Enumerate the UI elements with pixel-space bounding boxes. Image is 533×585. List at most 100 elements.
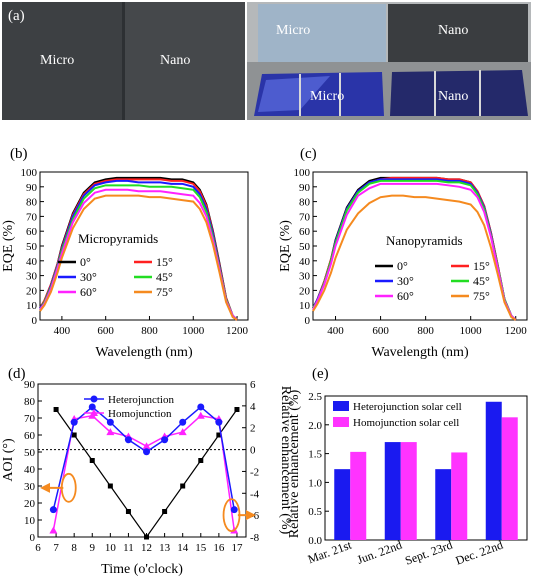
- panel-c-curves: [312, 176, 517, 321]
- d-right-arrowhead: [246, 510, 256, 521]
- d-hetero-point: [49, 506, 57, 514]
- e-ytick-label: 2.0: [308, 420, 322, 432]
- e-bar-hetero: [435, 469, 452, 540]
- nano-wafer-right: [388, 4, 528, 62]
- c-ytick-label: 70: [299, 211, 311, 223]
- e-ytick-label: 0.5: [308, 506, 322, 518]
- d-aoi-line: [55, 409, 238, 539]
- panel-a: (a) Micro Nano Micro Nano Micro Nano: [0, 0, 533, 122]
- panel-c: (c) 400 600 800 1000 1200 0 10 20 30 40 50 60 70 80 90…: [278, 146, 528, 360]
- d-ytick-label: 30: [24, 481, 36, 493]
- b-ytick-label: 60: [26, 226, 38, 238]
- b-curve-1: [39, 178, 238, 321]
- e-bar-hetero: [384, 442, 401, 540]
- b-legend-label: 45°: [156, 270, 173, 284]
- micro-wafer-left: [2, 2, 122, 120]
- panel-d-legend: Heterojunction Homojunction: [84, 394, 174, 420]
- d-ytick-right-label: 4: [250, 401, 256, 413]
- d-hetero-point: [88, 403, 96, 411]
- d-ytick-right-label: 6: [250, 379, 256, 391]
- panel-c-ylabel: EQE (%): [278, 220, 293, 272]
- d-aoi-point: [198, 458, 204, 463]
- d-xtick-label: 14: [177, 542, 189, 554]
- d-ytick-label: 80: [24, 396, 36, 408]
- e-legend-swatch: [333, 401, 349, 411]
- panel-b-curves: [39, 176, 238, 321]
- micro-label-right-bottom: Micro: [310, 89, 344, 104]
- e-ytick-label: 1.0: [308, 477, 322, 489]
- d-hetero-point: [124, 436, 132, 444]
- d-hetero-point: [230, 506, 238, 514]
- d-ytick-label: 90: [24, 379, 36, 391]
- d-hetero-point: [197, 403, 205, 411]
- c-curve-4: [312, 182, 517, 321]
- c-xtick-label: 1200: [505, 325, 528, 337]
- panel-b-axes: 400 600 800 1000 1200 0 10 20 30 40 50 60 70 80 90 100: [21, 167, 249, 337]
- c-legend-label: 30°: [397, 274, 414, 288]
- d-ytick-right-label: 2: [250, 423, 256, 435]
- c-legend-label: 15°: [473, 259, 490, 273]
- b-xtick-label: 400: [54, 325, 71, 337]
- b-ytick-label: 90: [26, 182, 38, 194]
- micro-wafer-right: [258, 4, 386, 62]
- e-bar-homo: [400, 442, 417, 540]
- panel-e-legend: Heterojunction solar cell Homojunction so…: [333, 401, 462, 429]
- nano-wafer-left: [125, 2, 245, 120]
- b-curve-0: [39, 176, 238, 321]
- e-legend-label: Heterojunction solar cell: [353, 401, 462, 413]
- micro-label-right-top: Micro: [276, 23, 310, 38]
- panel-c-tag: (c): [300, 146, 317, 162]
- b-xtick-label: 1200: [226, 325, 249, 337]
- d-hetero-point: [179, 418, 187, 426]
- d-ytick-label: 50: [24, 447, 36, 459]
- e-bar-hetero: [485, 401, 502, 540]
- b-ytick-label: 100: [21, 167, 38, 179]
- panel-d-xlabel: Time (o'clock): [101, 562, 183, 577]
- e-category-label: Jun. 22nd: [355, 538, 404, 567]
- d-homo-point: [49, 526, 58, 534]
- d-hetero-point: [143, 448, 151, 456]
- b-ytick-label: 20: [26, 285, 38, 297]
- d-aoi-point: [180, 483, 186, 489]
- c-ytick-label: 80: [299, 197, 311, 209]
- panel-a-tag: (a): [8, 8, 25, 24]
- nano-label-right-top: Nano: [438, 23, 468, 38]
- d-legend-homo-label: Homojunction: [108, 408, 172, 420]
- b-xtick-label: 800: [141, 325, 158, 337]
- b-legend-label: 60°: [80, 285, 97, 299]
- nano-cell: [390, 70, 528, 116]
- c-ytick-label: 20: [299, 285, 311, 297]
- e-legend-label: Homojunction solar cell: [353, 417, 459, 429]
- e-bar-hetero: [334, 469, 351, 540]
- c-xtick-label: 600: [372, 325, 389, 337]
- e-bar-homo: [350, 451, 367, 540]
- panel-d-curves: [38, 403, 256, 540]
- d-aoi-point: [144, 534, 150, 540]
- c-ytick-label: 40: [299, 256, 311, 268]
- d-xtick-label: 10: [105, 542, 117, 554]
- b-legend-label: 75°: [156, 285, 173, 299]
- b-legend-label: 30°: [80, 270, 97, 284]
- b-ytick-label: 40: [26, 256, 38, 268]
- d-homo-point: [106, 428, 115, 436]
- b-curve-5: [39, 194, 238, 321]
- d-hetero-point: [106, 418, 114, 426]
- d-xtick-label: 7: [53, 542, 59, 554]
- d-xtick-label: 12: [141, 542, 152, 554]
- e-category-label: Dec. 22nd: [454, 538, 505, 568]
- d-hetero-line: [52, 405, 235, 510]
- panel-c-legend: 0° 15° 30° 45° 60° 75°: [375, 259, 490, 303]
- c-xtick-label: 800: [417, 325, 434, 337]
- d-left-arrowhead: [40, 482, 50, 493]
- d-aoi-point: [107, 483, 113, 489]
- d-legend-homo-marker: [90, 409, 98, 416]
- e-ytick-label: 0.0: [308, 535, 322, 547]
- e-ytick-label: 2.5: [308, 391, 322, 403]
- d-homo-point: [142, 442, 151, 450]
- d-aoi-point: [53, 407, 59, 412]
- d-ytick-right-label: -8: [250, 532, 260, 544]
- d-ytick-label: 20: [24, 498, 36, 510]
- e-legend-swatch: [333, 417, 349, 427]
- c-ytick-label: 60: [299, 226, 311, 238]
- panel-c-xlabel: Wavelength (nm): [371, 345, 469, 360]
